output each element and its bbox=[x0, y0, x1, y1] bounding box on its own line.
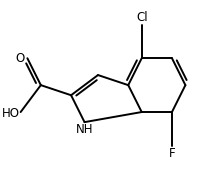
Text: O: O bbox=[15, 52, 24, 65]
Text: NH: NH bbox=[76, 123, 93, 136]
Text: F: F bbox=[169, 147, 175, 159]
Text: HO: HO bbox=[2, 107, 20, 120]
Text: Cl: Cl bbox=[136, 11, 148, 24]
